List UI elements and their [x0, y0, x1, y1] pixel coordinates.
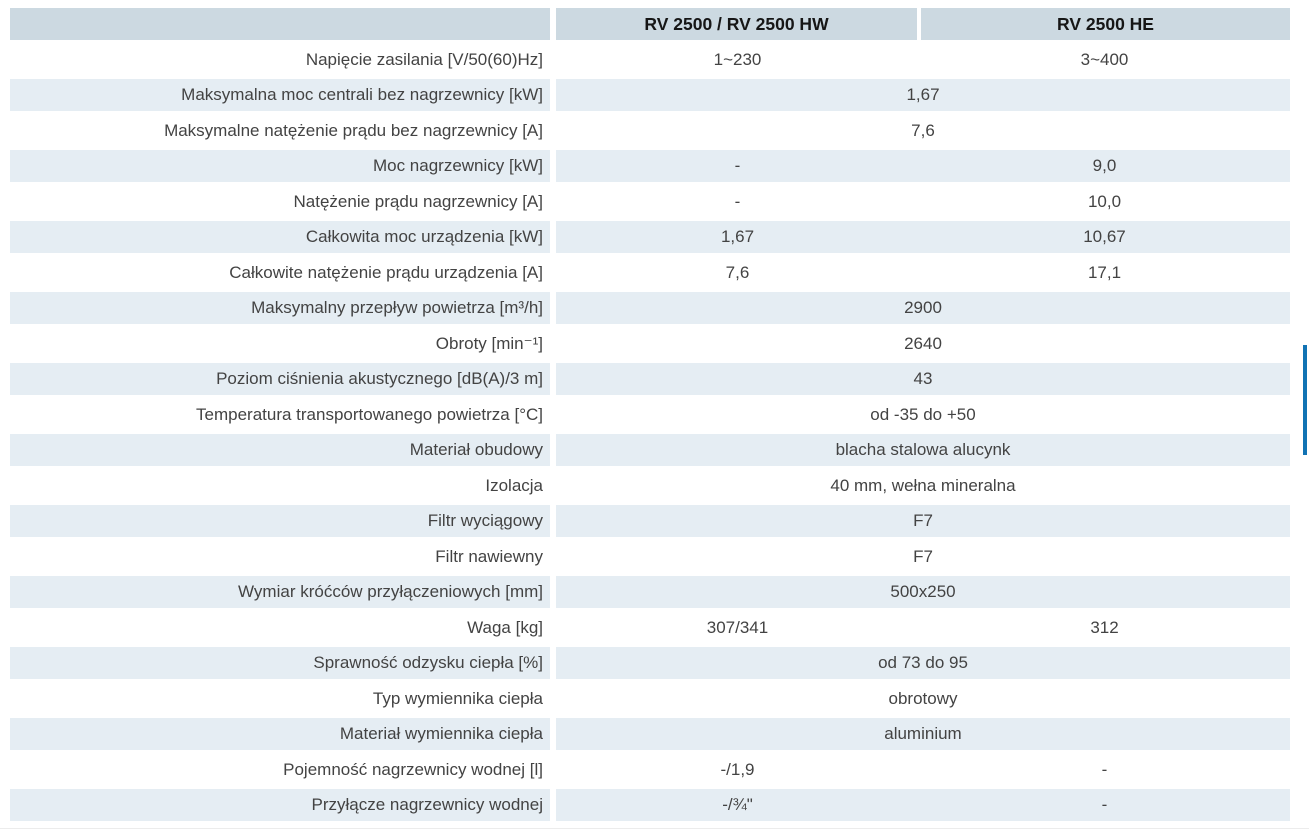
- value-merged: 2640: [904, 333, 942, 353]
- row-label: Materiał wymiennika ciepła: [10, 718, 550, 750]
- table-row-maks-moc-centrali: Maksymalna moc centrali bez nagrzewnicy …: [10, 79, 1290, 111]
- table-row-przylacze-nagrzewnicy: Przyłącze nagrzewnicy wodnej -/¾" -: [10, 789, 1290, 821]
- value-merged: F7: [913, 511, 933, 530]
- value-merged: od 73 do 95: [878, 653, 968, 672]
- spec-table: RV 2500 / RV 2500 HW RV 2500 HE Napięcie…: [10, 8, 1290, 825]
- value-merged: 1,67: [906, 85, 940, 104]
- row-label: Napięcie zasilania [V/50(60)Hz]: [305, 49, 543, 69]
- row-label: Maksymalna moc centrali bez nagrzewnicy …: [10, 79, 550, 111]
- value-merged: blacha stalowa alucynk: [835, 440, 1011, 459]
- table-row-sprawnosc-odzysku: Sprawność odzysku ciepła [%] od 73 do 95: [10, 647, 1290, 679]
- table-row-obroty: Obroty [min⁻¹] 2640: [10, 328, 1290, 360]
- value-rv2500-he: 312: [1090, 617, 1119, 637]
- row-label: Całkowita moc urządzenia [kW]: [10, 221, 550, 253]
- row-label: Izolacja: [485, 475, 543, 495]
- row-label: Maksymalne natężenie prądu bez nagrzewni…: [164, 120, 543, 140]
- value-rv2500-hw: -/1,9: [720, 759, 755, 779]
- value-merged: od -35 do +50: [870, 404, 976, 424]
- row-label: Przyłącze nagrzewnicy wodnej: [10, 789, 550, 821]
- value-merged: obrotowy: [888, 688, 958, 708]
- page-bottom-rule: [0, 828, 1309, 829]
- value-merged: 7,6: [911, 120, 935, 140]
- table-row-pojemnosc-nagrzewnicy: Pojemność nagrzewnicy wodnej [l] -/1,9 -: [10, 754, 1290, 786]
- row-label: Waga [kg]: [467, 617, 543, 637]
- value-rv2500-hw: -/¾": [722, 795, 753, 814]
- value-merged: F7: [913, 546, 933, 566]
- page-edge-accent-bar: [1303, 345, 1307, 455]
- row-label: Materiał obudowy: [10, 434, 550, 466]
- row-label: Całkowite natężenie prądu urządzenia [A]: [229, 262, 543, 282]
- value-merged: 40 mm, wełna mineralna: [830, 475, 1016, 495]
- value-rv2500-he: 10,67: [1083, 227, 1126, 246]
- row-label: Sprawność odzysku ciepła [%]: [10, 647, 550, 679]
- row-label: Pojemność nagrzewnicy wodnej [l]: [283, 759, 543, 779]
- table-row-filtr-nawiewny: Filtr nawiewny F7: [10, 541, 1290, 573]
- table-row-temperatura: Temperatura transportowanego powietrza […: [10, 399, 1290, 431]
- table-row-typ-wymiennika: Typ wymiennika ciepła obrotowy: [10, 683, 1290, 715]
- table-row-poziom-cisnienia: Poziom ciśnienia akustycznego [dB(A)/3 m…: [10, 363, 1290, 395]
- value-rv2500-he: -: [1101, 759, 1108, 779]
- value-rv2500-he: -: [1101, 795, 1108, 814]
- value-rv2500-hw: -: [734, 156, 741, 175]
- row-label: Filtr wyciągowy: [10, 505, 550, 537]
- row-label: Maksymalny przepływ powietrza [m³/h]: [10, 292, 550, 324]
- value-rv2500-hw: 1,67: [720, 227, 755, 246]
- value-rv2500-he: 17,1: [1087, 262, 1122, 282]
- table-row-napiecie-zasilania: Napięcie zasilania [V/50(60)Hz] 1~230 3~4…: [10, 44, 1290, 76]
- table-row-material-wymiennika: Materiał wymiennika ciepła aluminium: [10, 718, 1290, 750]
- row-label: Wymiar króćców przyłączeniowych [mm]: [10, 576, 550, 608]
- row-label: Filtr nawiewny: [435, 546, 543, 566]
- row-label: Obroty [min⁻¹]: [435, 333, 543, 353]
- row-label: Typ wymiennika ciepła: [372, 688, 543, 708]
- table-row-izolacja: Izolacja 40 mm, wełna mineralna: [10, 470, 1290, 502]
- row-label: Moc nagrzewnicy [kW]: [10, 150, 550, 182]
- row-label: Natężenie prądu nagrzewnicy [A]: [293, 191, 543, 211]
- value-rv2500-he: 3~400: [1080, 49, 1129, 69]
- value-merged: 2900: [904, 298, 942, 317]
- value-rv2500-hw: 1~230: [713, 49, 762, 69]
- table-row-waga: Waga [kg] 307/341 312: [10, 612, 1290, 644]
- table-row-calkowite-natezenie: Całkowite natężenie prądu urządzenia [A]…: [10, 257, 1290, 289]
- value-merged: 43: [913, 369, 933, 388]
- value-merged: aluminium: [884, 724, 962, 743]
- value-rv2500-hw: -: [734, 191, 741, 211]
- table-row-maks-natezenie-pradu: Maksymalne natężenie prądu bez nagrzewni…: [10, 115, 1290, 147]
- value-rv2500-hw: 307/341: [706, 617, 769, 637]
- value-rv2500-hw: 7,6: [725, 262, 750, 282]
- table-row-material-obudowy: Materiał obudowy blacha stalowa alucynk: [10, 434, 1290, 466]
- table-row-maks-przeplyw: Maksymalny przepływ powietrza [m³/h] 290…: [10, 292, 1290, 324]
- table-row-moc-nagrzewnicy: Moc nagrzewnicy [kW] - 9,0: [10, 150, 1290, 182]
- table-header-row: RV 2500 / RV 2500 HW RV 2500 HE: [10, 8, 1290, 40]
- row-label: Temperatura transportowanego powietrza […: [196, 404, 543, 424]
- table-row-calkowita-moc: Całkowita moc urządzenia [kW] 1,67 10,67: [10, 221, 1290, 253]
- column-header-rv2500-he: RV 2500 HE: [921, 8, 1290, 40]
- value-merged: 500x250: [890, 582, 956, 601]
- value-rv2500-he: 10,0: [1087, 191, 1122, 211]
- value-rv2500-he: 9,0: [1092, 156, 1117, 175]
- table-row-wymiar-krocow: Wymiar króćców przyłączeniowych [mm] 500…: [10, 576, 1290, 608]
- column-header-rv2500-hw: RV 2500 / RV 2500 HW: [556, 8, 917, 40]
- row-label: Poziom ciśnienia akustycznego [dB(A)/3 m…: [10, 363, 550, 395]
- table-row-natezenie-pradu-nagrzewnicy: Natężenie prądu nagrzewnicy [A] - 10,0: [10, 186, 1290, 218]
- header-empty-cell: [10, 8, 550, 40]
- table-row-filtr-wyciagowy: Filtr wyciągowy F7: [10, 505, 1290, 537]
